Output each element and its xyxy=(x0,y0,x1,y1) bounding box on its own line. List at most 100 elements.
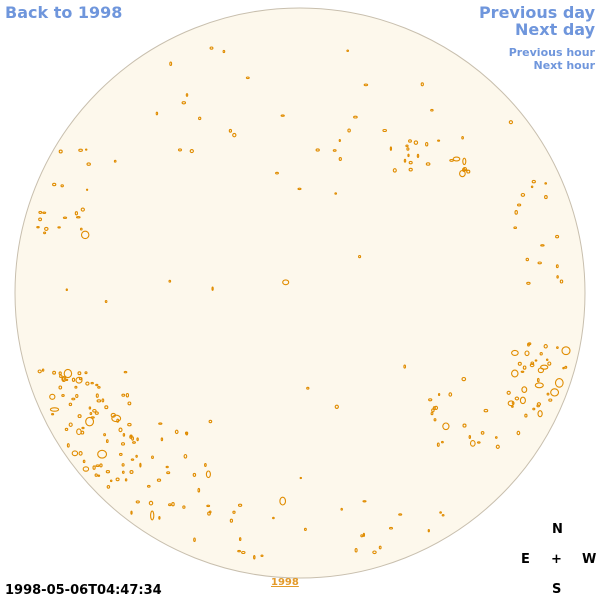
contour-mark xyxy=(534,359,538,362)
contour-mark xyxy=(338,138,341,143)
year-link[interactable]: 1998 xyxy=(271,577,299,588)
contour-mark xyxy=(205,470,211,479)
contour-mark xyxy=(555,264,559,269)
contour-mark xyxy=(237,503,243,507)
contour-mark xyxy=(555,234,560,239)
contour-mark xyxy=(462,157,467,166)
contour-mark xyxy=(529,363,535,368)
contour-mark xyxy=(88,406,92,410)
contour-mark xyxy=(546,392,550,396)
previous-hour-link[interactable]: Previous hour xyxy=(508,46,595,59)
contour-mark xyxy=(109,479,113,483)
contour-mark xyxy=(110,412,116,418)
contour-mark xyxy=(437,139,441,142)
contour-mark xyxy=(511,349,519,356)
contour-mark xyxy=(530,185,534,189)
contour-mark xyxy=(544,182,548,185)
contour-mark xyxy=(536,404,541,408)
contour-mark xyxy=(534,382,544,389)
contour-mark xyxy=(37,369,42,374)
contour-mark xyxy=(495,444,500,449)
contour-mark xyxy=(197,487,201,493)
contour-mark xyxy=(338,157,342,161)
contour-mark xyxy=(272,516,275,520)
contour-mark xyxy=(121,393,126,397)
contour-mark xyxy=(116,418,120,423)
contour-mark xyxy=(174,429,179,435)
contour-mark xyxy=(516,430,521,436)
contour-mark xyxy=(524,413,528,418)
compass-north: N xyxy=(552,522,563,537)
contour-mark xyxy=(556,346,559,349)
contour-mark xyxy=(437,392,441,397)
contour-mark xyxy=(303,527,307,532)
contour-mark xyxy=(408,160,413,165)
contour-mark xyxy=(125,392,130,398)
contour-mark xyxy=(192,472,197,477)
contour-mark xyxy=(61,394,65,397)
contour-mark xyxy=(71,450,79,457)
contour-mark xyxy=(405,144,409,148)
contour-mark xyxy=(425,162,431,166)
contour-mark xyxy=(516,203,522,207)
contour-mark xyxy=(96,399,102,403)
contour-mark xyxy=(434,405,439,411)
contour-mark xyxy=(439,511,442,514)
contour-mark xyxy=(416,153,420,159)
contour-mark xyxy=(440,440,444,444)
contour-mark xyxy=(62,216,68,219)
contour-mark xyxy=(559,279,564,284)
contour-mark xyxy=(65,378,69,382)
contour-mark xyxy=(146,484,151,488)
contour-mark xyxy=(561,346,571,356)
contour-mark xyxy=(353,115,358,119)
contour-mark xyxy=(75,393,79,399)
contour-mark xyxy=(532,407,536,411)
contour-mark xyxy=(63,368,73,379)
contour-mark xyxy=(44,226,49,231)
contour-mark xyxy=(382,128,388,133)
contour-mark xyxy=(177,148,183,152)
contour-mark xyxy=(545,358,549,362)
contour-mark xyxy=(209,46,214,50)
contour-mark xyxy=(65,288,68,292)
contour-mark xyxy=(245,76,250,80)
contour-mark xyxy=(59,374,63,378)
contour-mark xyxy=(340,507,343,511)
contour-mark xyxy=(75,215,81,219)
contour-mark xyxy=(86,162,91,166)
back-to-year-link[interactable]: Back to 1998 xyxy=(5,3,123,22)
contour-mark xyxy=(165,465,169,469)
contour-mark xyxy=(122,433,126,437)
contour-mark xyxy=(121,463,125,467)
contour-mark xyxy=(42,211,47,215)
contour-mark xyxy=(279,496,287,506)
contour-mark xyxy=(158,516,161,520)
contour-mark xyxy=(229,518,234,523)
contour-mark xyxy=(90,381,94,385)
contour-mark xyxy=(90,416,95,419)
contour-mark xyxy=(129,470,134,474)
contour-mark xyxy=(530,361,535,365)
contour-mark xyxy=(428,398,433,402)
contour-mark xyxy=(85,381,90,386)
contour-mark xyxy=(189,149,194,154)
contour-mark xyxy=(237,549,242,553)
contour-mark xyxy=(36,226,40,229)
contour-mark xyxy=(208,419,213,424)
next-hour-link[interactable]: Next hour xyxy=(533,59,596,72)
contour-mark xyxy=(548,398,553,402)
next-day-link[interactable]: Next day xyxy=(515,20,595,39)
contour-mark xyxy=(105,470,111,474)
contour-mark xyxy=(540,244,545,247)
contour-mark xyxy=(332,149,337,152)
previous-day-link[interactable]: Previous day xyxy=(478,3,595,22)
contour-mark xyxy=(540,364,549,370)
contour-mark xyxy=(362,500,367,503)
contour-mark xyxy=(84,148,88,151)
contour-mark xyxy=(448,392,453,397)
magnetic-contours xyxy=(36,46,571,560)
contour-mark xyxy=(228,128,233,133)
contour-mark xyxy=(58,371,62,376)
